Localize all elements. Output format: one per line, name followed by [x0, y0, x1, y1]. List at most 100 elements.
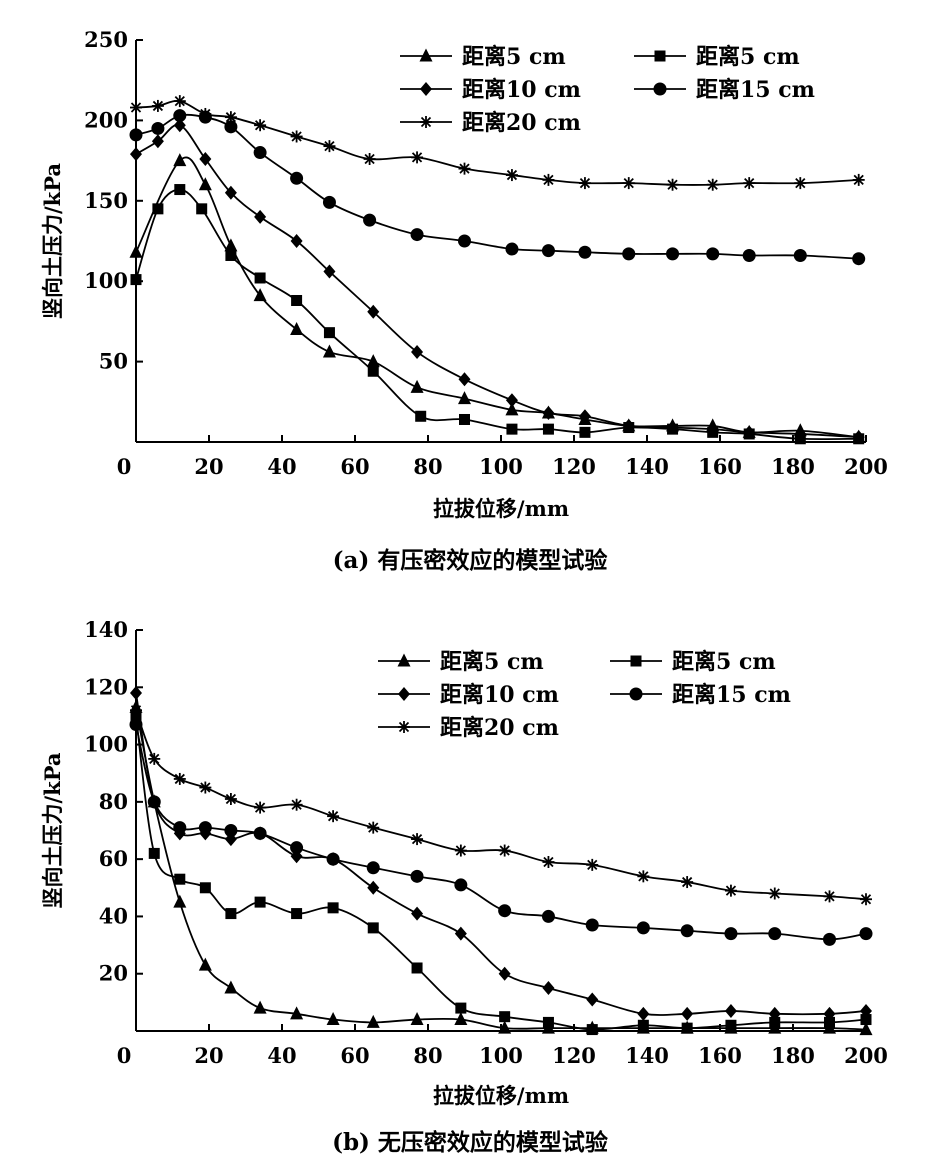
data-point-square — [542, 423, 554, 435]
y-tick-label: 50 — [99, 349, 128, 374]
data-point-triangle — [326, 1012, 340, 1026]
data-point-diamond — [130, 686, 142, 701]
data-point-asterisk-d2 — [769, 888, 780, 899]
y-tick-label: 140 — [84, 617, 128, 642]
data-point-circle — [852, 252, 866, 266]
legend-label: 距离20 cm — [440, 715, 559, 741]
legend-item: 距离10 cm — [400, 77, 581, 103]
x-tick-label: 80 — [413, 1043, 442, 1068]
data-point-triangle — [290, 321, 304, 335]
data-point-asterisk-d2 — [411, 152, 423, 163]
series-0 — [129, 153, 866, 443]
data-point-asterisk-d2 — [225, 112, 237, 123]
x-tick-label: 60 — [340, 454, 369, 479]
data-point-diamond — [586, 992, 599, 1007]
data-point-square — [499, 1011, 511, 1023]
x-tick-label: 20 — [194, 454, 223, 479]
data-point-asterisk — [411, 833, 424, 846]
data-point-asterisk-d2 — [200, 782, 211, 793]
data-point-asterisk-d2 — [860, 894, 872, 905]
x-tick-label: 100 — [479, 1043, 523, 1068]
data-point-circle — [622, 247, 636, 261]
data-point-square — [225, 908, 237, 920]
data-point-square — [199, 882, 211, 894]
x-tick-label: 40 — [267, 454, 296, 479]
data-point-triangle — [498, 1020, 512, 1034]
data-point-diamond — [852, 430, 865, 445]
legend-item: 距离5 cm — [634, 44, 800, 70]
data-point-asterisk — [706, 178, 719, 191]
data-point-diamond — [823, 1006, 836, 1021]
data-point-diamond — [199, 151, 212, 166]
data-point-asterisk — [622, 177, 635, 190]
data-point-circle — [129, 128, 143, 142]
legend-item: 距离5 cm — [610, 649, 776, 675]
data-point-diamond — [254, 209, 267, 224]
data-point-circle — [366, 861, 380, 875]
data-point-triangle — [173, 153, 187, 167]
series-2 — [130, 118, 865, 445]
data-point-asterisk-d2 — [130, 102, 142, 113]
data-point-diamond — [151, 134, 164, 149]
legend-label: 距离5 cm — [672, 649, 776, 675]
legend-marker-asterisk-d2 — [420, 116, 432, 128]
data-point-diamond — [768, 1006, 781, 1021]
x-tick-label: 60 — [340, 1043, 369, 1068]
data-point-asterisk — [498, 844, 511, 857]
data-point-asterisk — [794, 177, 807, 190]
data-point-asterisk-d2 — [638, 871, 649, 882]
data-point-diamond — [542, 406, 555, 421]
data-point-diamond — [498, 966, 511, 981]
data-point-square — [291, 908, 303, 920]
x-axis-label: 拉拔位移/mm — [433, 496, 569, 521]
series-line — [135, 156, 859, 439]
data-point-circle — [680, 924, 694, 938]
data-point-asterisk-d2 — [579, 177, 591, 189]
legend-label: 距离15 cm — [696, 77, 815, 103]
data-point-asterisk — [254, 119, 267, 132]
data-point-asterisk-d2 — [667, 179, 678, 190]
data-point-circle — [458, 234, 471, 248]
data-point-circle — [363, 213, 377, 227]
data-point-asterisk-d2 — [364, 153, 375, 165]
data-point-asterisk — [743, 177, 756, 190]
data-point-circle — [541, 244, 555, 258]
data-point-asterisk — [852, 173, 865, 186]
data-point-asterisk-d2 — [506, 169, 518, 181]
y-tick-label: 200 — [84, 107, 128, 132]
data-point-square — [681, 1022, 693, 1034]
chart-a: 50 100 150 200 250 0 20 40 60 80 100 120 140 160 180 20… — [40, 27, 888, 521]
legend-marker-asterisk-d2 — [398, 721, 410, 733]
legend-marker-diamond — [398, 687, 410, 701]
legend-label: 距离10 cm — [440, 682, 559, 708]
data-point-asterisk-d2 — [254, 802, 266, 813]
caption-b: (b) 无压密效应的模型试验 — [332, 1129, 608, 1156]
data-point-square — [327, 902, 339, 914]
data-point-circle — [173, 821, 187, 835]
legend-label: 距离5 cm — [462, 44, 566, 70]
data-point-asterisk — [148, 752, 161, 765]
series-0 — [129, 699, 873, 1036]
series-line — [135, 715, 867, 1031]
legend-marker-diamond — [420, 82, 432, 96]
data-point-asterisk-d2 — [174, 773, 185, 785]
x-tick-label: 180 — [771, 1043, 815, 1068]
data-point-triangle — [458, 391, 471, 405]
data-point-triangle — [410, 1012, 424, 1026]
data-point-asterisk — [199, 107, 212, 120]
data-point-square — [367, 365, 379, 377]
data-point-circle — [768, 927, 782, 941]
data-point-asterisk-d2 — [130, 705, 142, 716]
data-point-diamond — [411, 344, 424, 359]
data-point-circle — [585, 918, 599, 932]
data-point-diamond — [622, 418, 635, 433]
legend-marker-square — [630, 655, 642, 667]
data-point-asterisk — [542, 856, 555, 869]
data-point-diamond — [173, 118, 186, 133]
data-point-asterisk — [823, 890, 836, 903]
data-point-asterisk — [542, 173, 555, 186]
data-point-square — [506, 423, 518, 435]
x-tick-label: 200 — [844, 454, 888, 479]
series-1 — [130, 710, 872, 1036]
data-point-circle — [793, 248, 807, 262]
